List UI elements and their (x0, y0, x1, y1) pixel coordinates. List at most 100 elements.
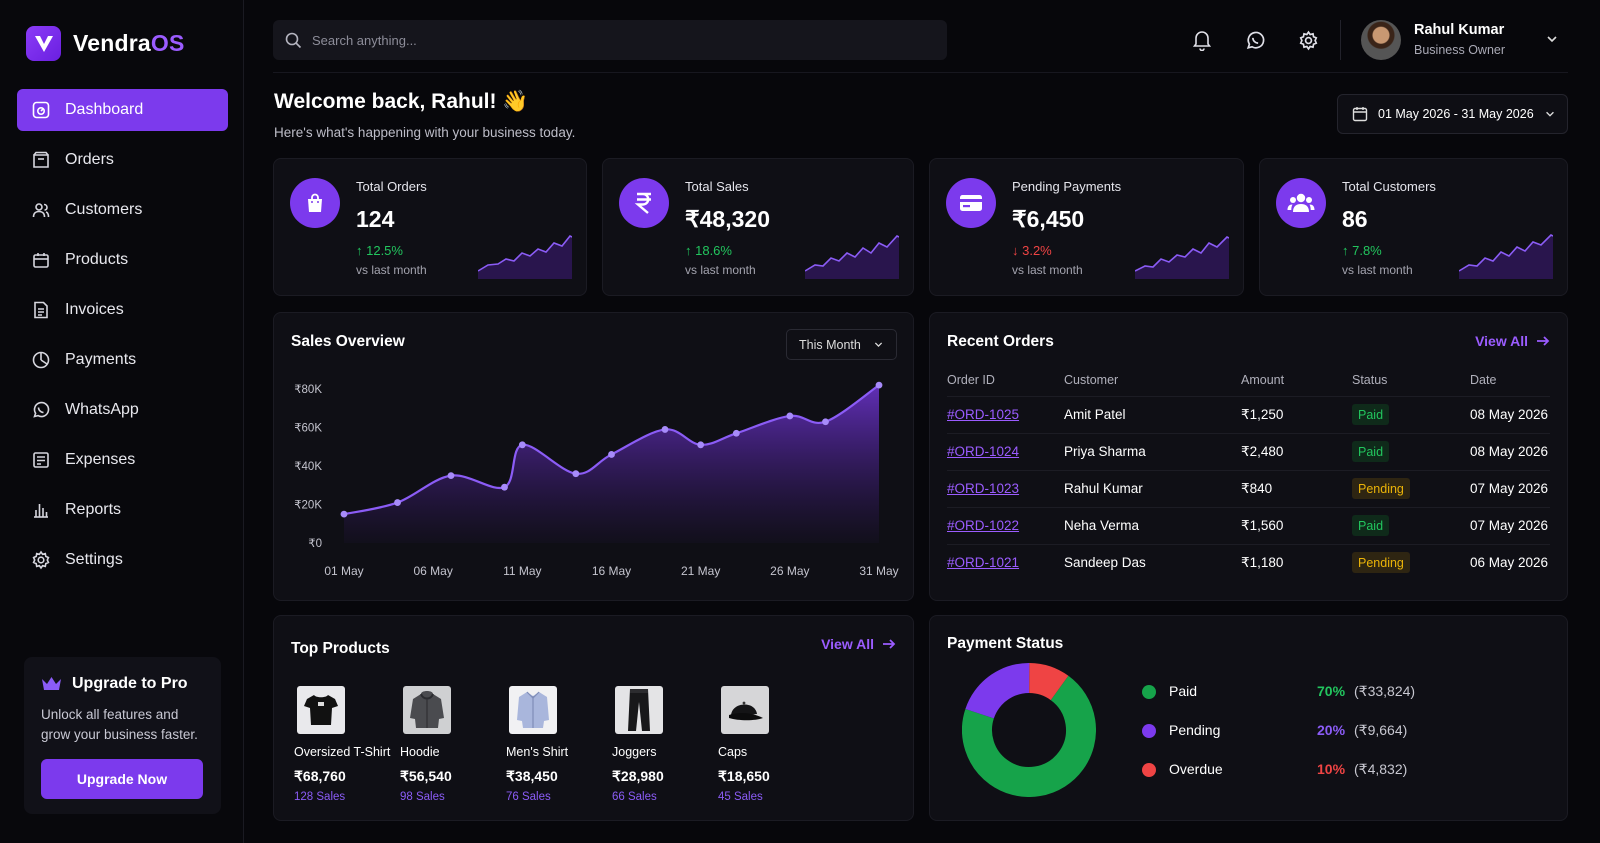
stat-label: Total Customers (1342, 179, 1436, 194)
logo[interactable]: VendraOS (26, 26, 185, 61)
table-row[interactable]: #ORD-1024 Priya Sharma ₹2,480 Paid 08 Ma… (947, 433, 1550, 470)
product-name: Hoodie (400, 745, 440, 759)
sales-data-point[interactable] (501, 483, 508, 491)
chevron-down-icon (1545, 111, 1554, 117)
period-dropdown[interactable]: This Month (786, 329, 897, 360)
sidebar-item-payments[interactable]: Payments (17, 339, 228, 381)
brand-name: VendraOS (73, 30, 185, 56)
sidebar-item-customers[interactable]: Customers (17, 189, 228, 231)
sidebar: VendraOS Dashboard Orders Customers Prod… (0, 0, 244, 843)
product-card[interactable]: Caps ₹18,650 45 Sales (718, 686, 818, 803)
sidebar-item-products[interactable]: Products (17, 239, 228, 281)
table-row[interactable]: #ORD-1023 Rahul Kumar ₹840 Pending 07 Ma… (947, 470, 1550, 507)
stat-card-total-orders[interactable]: Total Orders 124 ↑ 12.5% vs last month (273, 158, 587, 296)
sales-data-point[interactable] (608, 451, 615, 458)
sidebar-item-expenses[interactable]: Expenses (17, 439, 228, 481)
product-sales-count: 98 Sales (400, 791, 445, 803)
sales-data-point[interactable] (875, 381, 883, 389)
upgrade-now-button[interactable]: Upgrade Now (41, 759, 203, 799)
sales-data-point[interactable] (340, 510, 348, 518)
whatsapp-button[interactable] (1243, 28, 1267, 52)
table-row[interactable]: #ORD-1025 Amit Patel ₹1,250 Paid 08 May … (947, 396, 1550, 433)
legend-percent: 70% (1317, 683, 1346, 699)
stat-card-total-sales[interactable]: Total Sales ₹48,320 ↑ 18.6% vs last mont… (602, 158, 914, 296)
date-range-picker[interactable]: 01 May 2026 - 31 May 2026 (1337, 94, 1568, 134)
product-card[interactable]: Joggers ₹28,980 66 Sales (612, 686, 712, 803)
column-header-amount[interactable]: Amount (1241, 373, 1285, 387)
stat-label: Total Orders (356, 179, 427, 194)
sidebar-item-label: Customers (65, 201, 143, 218)
sales-data-point[interactable] (572, 470, 580, 478)
upgrade-description: Unlock all features and grow your busine… (41, 707, 198, 742)
page-title: Welcome back, Rahul! 👋 (274, 90, 529, 113)
sidebar-item-label: Products (65, 251, 129, 268)
search-bar[interactable] (273, 20, 947, 60)
product-card[interactable]: Hoodie ₹56,540 98 Sales (400, 686, 500, 803)
sales-data-point[interactable] (447, 472, 455, 480)
sidebar-item-invoices[interactable]: Invoices (17, 289, 228, 331)
sidebar-item-reports[interactable]: Reports (17, 489, 228, 531)
payment-status-panel: Payment Status Paid 70% (₹33,824) Pendin… (929, 615, 1568, 821)
x-tick-label: 06 May (413, 564, 452, 578)
panel-title: Sales Overview (291, 333, 405, 350)
stat-card-pending-payments[interactable]: Pending Payments ₹6,450 ↓ 3.2% vs last m… (929, 158, 1244, 296)
recent-orders-view-all-link[interactable]: View All (1475, 333, 1550, 349)
date-range-label: 01 May 2026 - 31 May 2026 (1378, 107, 1534, 121)
sidebar-item-whatsapp[interactable]: WhatsApp (17, 389, 228, 431)
notifications-button[interactable] (1190, 28, 1214, 52)
sales-data-point[interactable] (822, 418, 829, 426)
sidebar-item-label: WhatsApp (65, 401, 139, 418)
legend-item-paid: Paid 70% (₹33,824) (1142, 682, 1415, 702)
column-header-order-id[interactable]: Order ID (947, 373, 995, 387)
status-badge: Paid (1352, 441, 1390, 462)
order-amount: ₹1,250 (1241, 407, 1284, 422)
sales-data-point[interactable] (786, 412, 794, 420)
customers-icon (32, 203, 50, 218)
stat-value: 124 (356, 206, 395, 232)
sidebar-item-label: Invoices (65, 301, 124, 318)
legend-label: Overdue (1169, 761, 1223, 777)
sales-data-point[interactable] (697, 441, 705, 449)
stat-change: ↑ 12.5% (356, 243, 403, 258)
sidebar-item-settings[interactable]: Settings (17, 539, 228, 581)
user-name: Rahul Kumar (1414, 22, 1505, 38)
sparkline (805, 235, 899, 279)
order-id-link[interactable]: #ORD-1023 (947, 481, 1020, 496)
order-id-link[interactable]: #ORD-1025 (947, 407, 1020, 422)
customer-name: Priya Sharma (1064, 444, 1146, 459)
order-date: 08 May 2026 (1470, 444, 1549, 459)
joggers-icon (615, 686, 663, 734)
order-id-link[interactable]: #ORD-1022 (947, 518, 1020, 533)
card-icon (946, 178, 996, 228)
stat-card-total-customers[interactable]: Total Customers 86 ↑ 7.8% vs last month (1259, 158, 1568, 296)
sales-data-point[interactable] (518, 441, 526, 449)
cap-icon (721, 686, 769, 734)
avatar[interactable] (1361, 20, 1401, 60)
order-id-link[interactable]: #ORD-1024 (947, 444, 1020, 459)
product-revenue: ₹28,980 (612, 768, 664, 784)
page-subtitle: Here's what's happening with your busine… (274, 125, 576, 140)
table-row[interactable]: #ORD-1021 Sandeep Das ₹1,180 Pending 06 … (947, 544, 1550, 581)
order-id-link[interactable]: #ORD-1021 (947, 555, 1020, 570)
table-row[interactable]: #ORD-1022 Neha Verma ₹1,560 Paid 07 May … (947, 507, 1550, 544)
donut-slice-pending[interactable] (962, 663, 1096, 797)
column-header-status[interactable]: Status (1352, 373, 1388, 387)
sidebar-item-dashboard[interactable]: Dashboard (17, 89, 228, 131)
product-card[interactable]: Men's Shirt ₹38,450 76 Sales (506, 686, 606, 803)
search-input[interactable] (312, 32, 912, 48)
y-tick-label: ₹0 (308, 538, 322, 550)
legend-percent: 10% (1317, 761, 1346, 777)
user-menu-chevron[interactable] (1545, 32, 1559, 51)
column-header-customer[interactable]: Customer (1064, 373, 1119, 387)
sidebar-item-orders[interactable]: Orders (17, 139, 228, 181)
product-card[interactable]: Oversized T-Shirt ₹68,760 128 Sales (294, 686, 394, 803)
stat-value: ₹6,450 (1012, 206, 1085, 232)
user-role: Business Owner (1414, 43, 1506, 57)
sales-data-point[interactable] (661, 426, 669, 433)
top-products-view-all-link[interactable]: View All (821, 636, 896, 652)
sales-data-point[interactable] (732, 429, 740, 437)
donut-slice-overdue[interactable] (962, 663, 1096, 797)
settings-button[interactable] (1296, 28, 1320, 52)
sales-data-point[interactable] (394, 499, 401, 506)
column-header-date[interactable]: Date (1470, 373, 1497, 387)
